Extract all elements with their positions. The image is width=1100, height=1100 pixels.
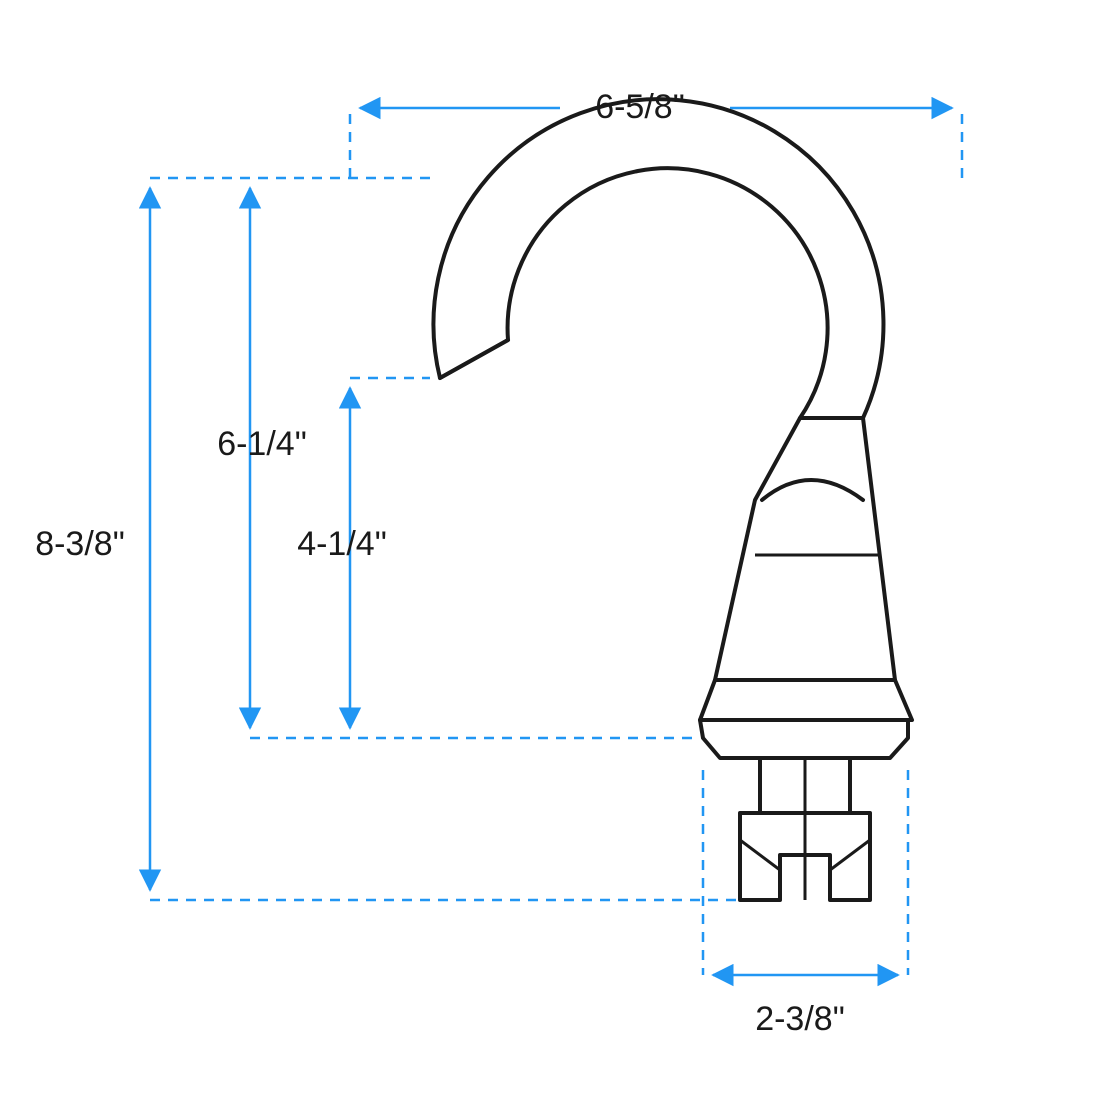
dim-spout-reach: 6-5/8" <box>350 88 962 178</box>
dim-spout-reach-label: 6-5/8" <box>595 88 685 126</box>
dim-spout-height-label: 6-1/4" <box>217 425 307 463</box>
faucet-dimension-diagram: 6-5/8" 8-3/8" 6-1/4" 4-1/4" 2-3/8" <box>0 0 1100 1100</box>
dim-spout-height: 6-1/4" <box>217 188 700 738</box>
dim-overall-height-label: 8-3/8" <box>35 525 125 563</box>
dim-overall-height: 8-3/8" <box>35 178 740 900</box>
dim-aerator-height: 4-1/4" <box>297 378 430 728</box>
dim-base-width-label: 2-3/8" <box>755 1000 845 1038</box>
dim-aerator-height-label: 4-1/4" <box>297 525 387 563</box>
faucet-outline <box>433 99 912 900</box>
